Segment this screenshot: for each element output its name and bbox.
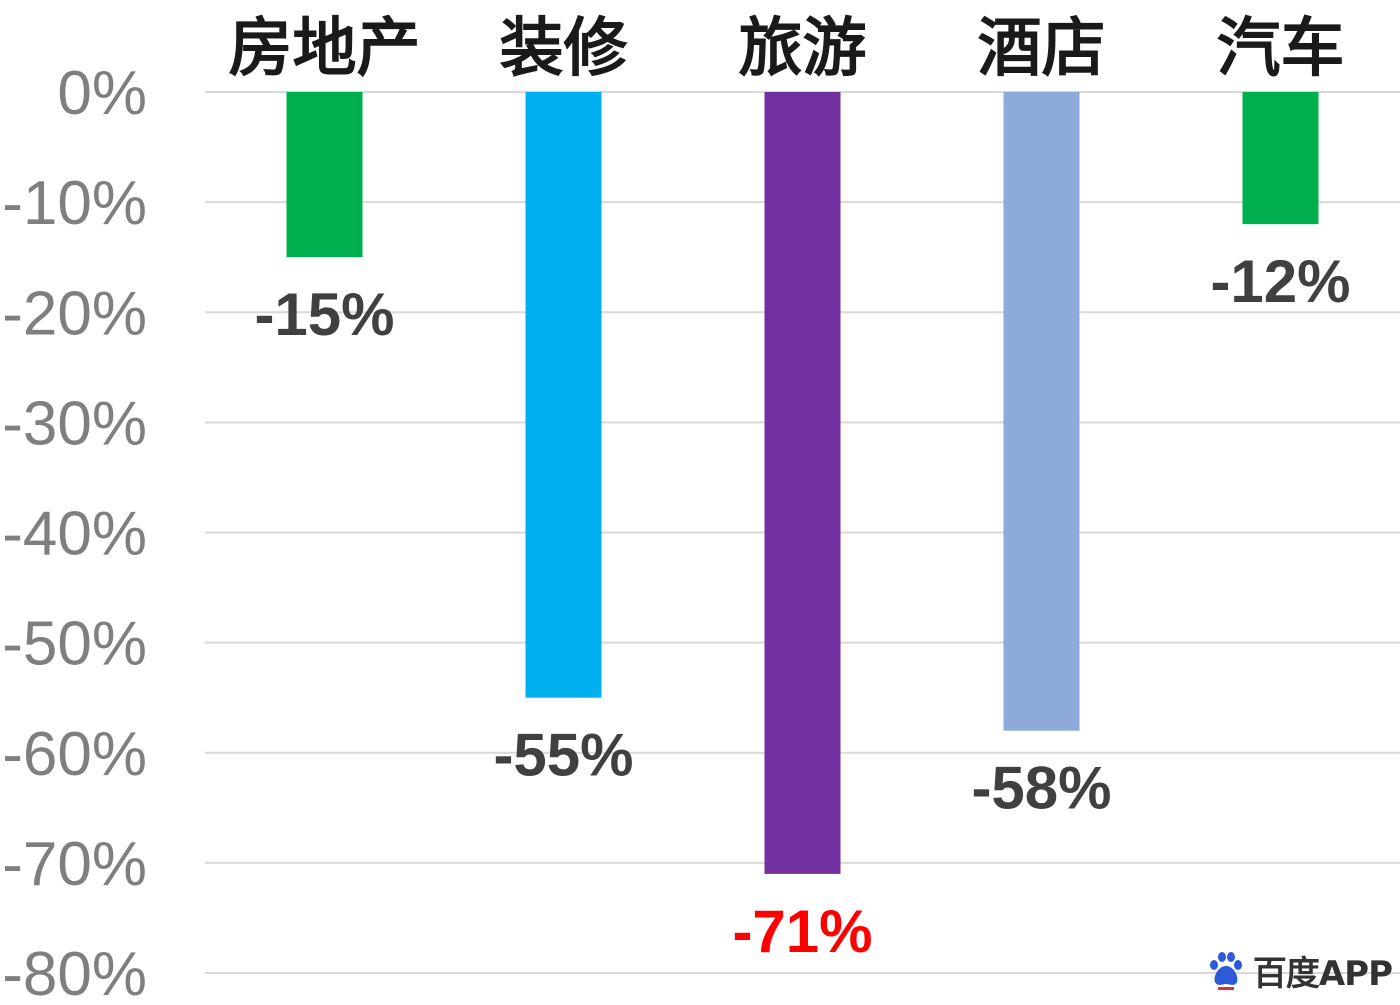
y-tick-label: -10% (2, 169, 147, 238)
y-tick-label: -40% (2, 500, 147, 569)
y-tick-label: -50% (2, 610, 147, 679)
bar (1242, 92, 1319, 225)
watermark-text: 百度APP (1252, 954, 1393, 994)
category-label: 酒店 (978, 12, 1106, 86)
data-label: -12% (1210, 248, 1350, 315)
data-label: -58% (971, 755, 1111, 822)
bar (286, 92, 363, 258)
y-tick-label: 0% (57, 59, 147, 128)
category-label: 装修 (500, 12, 629, 86)
category-label: 汽车 (1217, 12, 1345, 86)
bar (525, 92, 602, 698)
y-tick-label: -70% (2, 830, 147, 899)
category-labels: 房地产 装修 旅游 酒店 汽车 (229, 12, 1345, 86)
y-tick-label: -20% (2, 279, 147, 348)
y-axis-tick-labels: 0% -10% -20% -30% -40% -50% -60% -70% -80% (2, 59, 147, 1005)
baidu-paw-icon (1209, 951, 1242, 990)
data-label: -71% (732, 898, 872, 965)
data-label: -55% (493, 722, 633, 789)
data-labels: -15% -55% -71% -58% -12% (254, 248, 1350, 965)
bars (286, 92, 1319, 874)
bar (764, 92, 841, 874)
bar (1003, 92, 1080, 731)
y-tick-label: -60% (2, 720, 147, 789)
category-label: 房地产 (229, 12, 421, 86)
category-label: 旅游 (739, 12, 867, 86)
watermark: 百度APP (1207, 946, 1393, 995)
y-tick-label: -80% (2, 940, 147, 1005)
data-label: -15% (254, 281, 394, 348)
y-tick-label: -30% (2, 389, 147, 458)
